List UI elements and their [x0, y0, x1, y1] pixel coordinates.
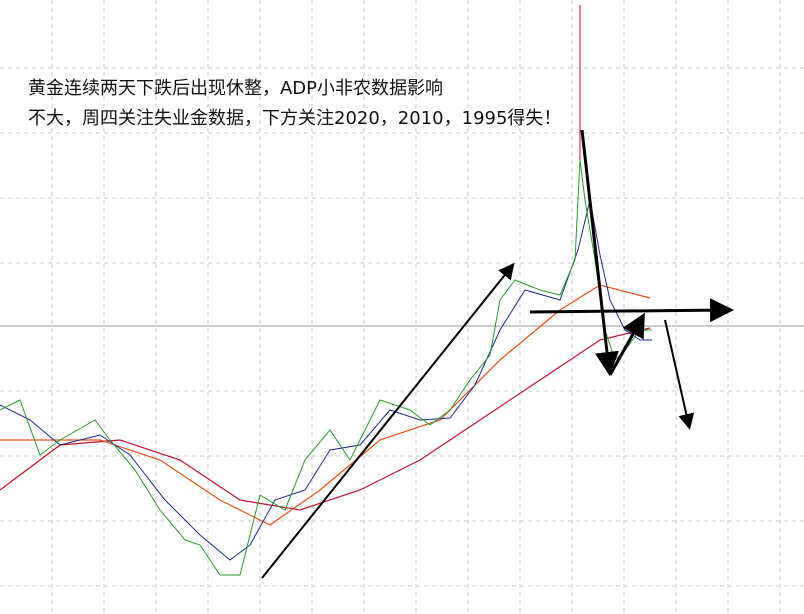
annotation-line: 黄金连续两天下跌后出现休整，ADP小非农数据影响 [28, 78, 444, 99]
ma-mid [0, 284, 651, 526]
price-path [0, 159, 652, 576]
annotation-line: 不大，周四关注失业金数据，下方关注2020，2010，1995得失！ [28, 108, 562, 129]
ma-long [0, 327, 651, 511]
ma-short [0, 199, 652, 561]
arrows [261, 129, 734, 579]
